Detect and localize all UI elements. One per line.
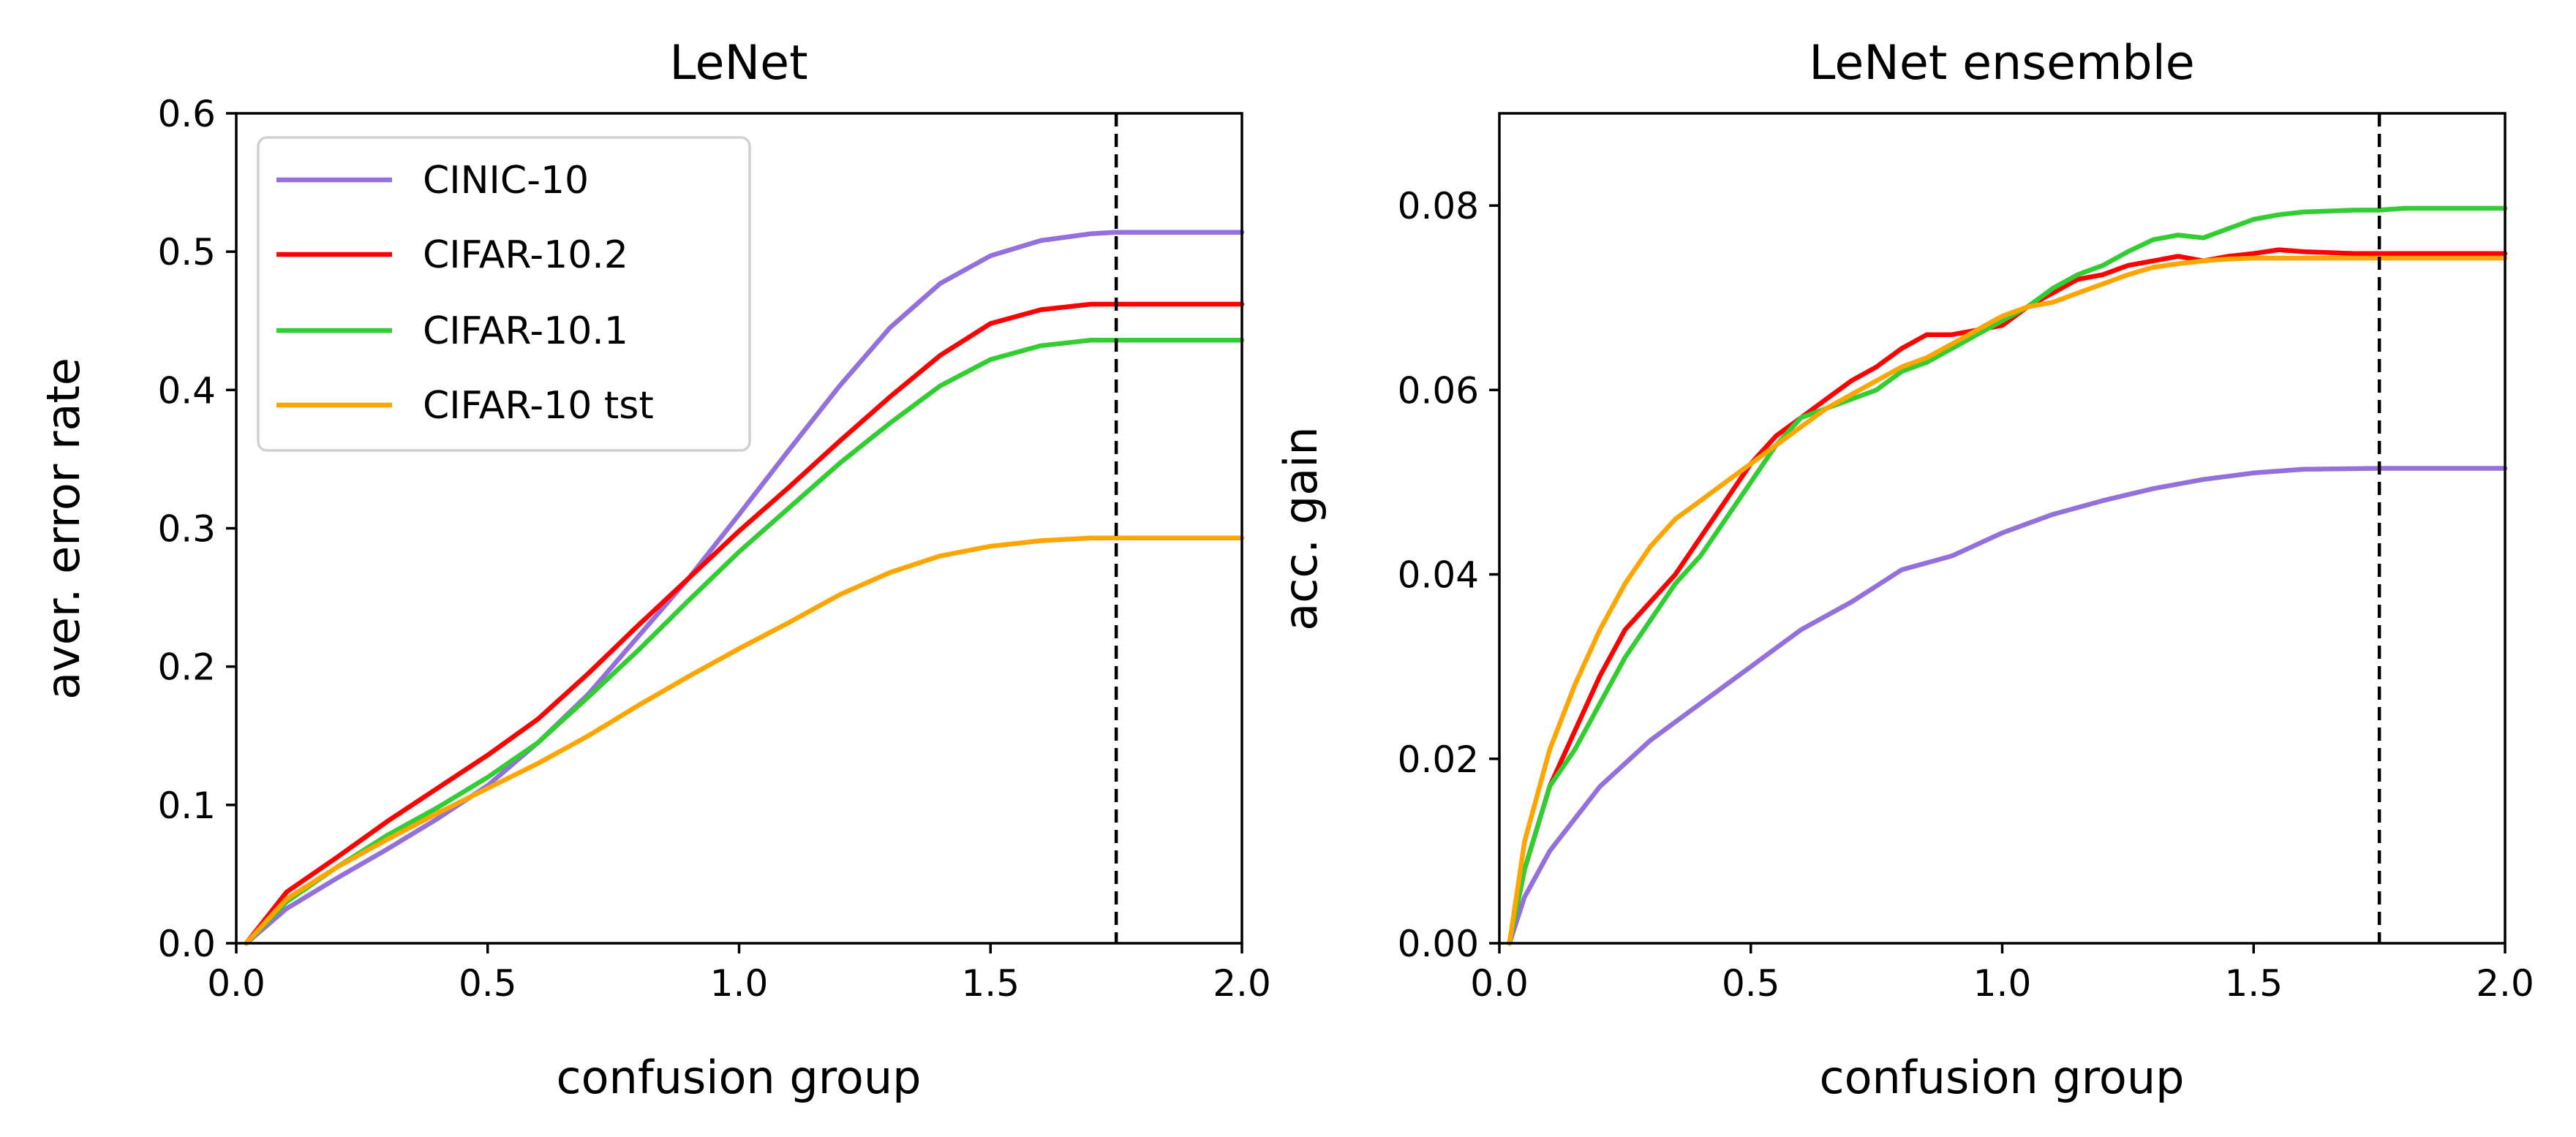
legend-entry-cinic-10: CINIC-10 — [276, 159, 589, 203]
legend-box — [257, 136, 751, 452]
legend: CINIC-10 CIFAR-10.2 CIFAR-10.1 CIFAR-10 … — [257, 136, 751, 452]
legend-entry-cifar-10-2: CIFAR-10.2 — [276, 233, 628, 277]
y-tick-label: 0.4 — [157, 369, 216, 412]
y-axis-label: aver. error rate — [37, 358, 90, 700]
series-line-cifar-10-tst — [1507, 255, 2508, 946]
legend-label: CINIC-10 — [423, 159, 589, 203]
plot-area-frame — [1498, 112, 2507, 945]
y-tick-label: 0.6 — [157, 93, 216, 135]
series-line-cifar-10-1 — [244, 337, 1245, 946]
plot-area-frame — [235, 112, 1243, 945]
y-axis-label: acc. gain — [1274, 426, 1327, 630]
y-tick-label: 0.02 — [1398, 739, 1479, 781]
series-line-cifar-10-2 — [1507, 247, 2508, 946]
y-tick-label: 0.3 — [157, 508, 216, 551]
axis-ticks: 0.0 0.5 1.0 1.5 2.0 0.0 0.1 0.2 0.3 0.4 0.5 0.6 — [157, 93, 1270, 1005]
y-tick-label: 0.04 — [1398, 554, 1479, 597]
chart-lenet-ensemble: LeNet ensemble confusion group acc. gain… — [1274, 36, 2534, 1104]
series-line-cinic-10 — [244, 230, 1245, 946]
x-tick-label: 0.0 — [1470, 962, 1529, 1005]
series-line-cifar-10-2 — [244, 301, 1245, 946]
y-tick-label: 0.5 — [157, 231, 216, 273]
series-line-cinic-10 — [1507, 466, 2508, 946]
legend-label: CIFAR-10.2 — [423, 233, 628, 277]
x-tick-label: 0.0 — [207, 962, 265, 1005]
x-tick-label: 1.5 — [961, 962, 1020, 1005]
y-tick-label: 0.1 — [157, 785, 216, 827]
legend-entry-cifar-10-1: CIFAR-10.1 — [276, 309, 628, 353]
y-tick-label: 0.00 — [1398, 923, 1479, 965]
plot-lines — [244, 230, 1245, 946]
x-tick-label: 0.5 — [1722, 962, 1780, 1005]
legend-entry-cifar-10-tst: CIFAR-10 tst — [276, 384, 654, 428]
chart-lenet: LeNet confusion group aver. error rate 0… — [37, 36, 1271, 1104]
x-tick-label: 2.0 — [2476, 962, 2534, 1005]
plot-lines — [1507, 205, 2508, 946]
chart-title: LeNet — [669, 36, 807, 91]
legend-label: CIFAR-10 tst — [423, 384, 654, 428]
y-tick-label: 0.06 — [1398, 369, 1479, 412]
legend-label: CIFAR-10.1 — [423, 309, 628, 353]
y-tick-label: 0.2 — [157, 646, 216, 689]
chart-title: LeNet ensemble — [1809, 36, 2195, 91]
y-tick-label: 0.0 — [157, 923, 216, 965]
y-tick-label: 0.08 — [1398, 185, 1479, 227]
x-axis-label: confusion group — [557, 1051, 922, 1104]
axis-ticks: 0.0 0.5 1.0 1.5 2.0 0.00 0.02 0.04 0.06 0.08 — [1398, 185, 2534, 1005]
series-line-cifar-10-tst — [244, 535, 1245, 946]
x-tick-label: 1.5 — [2224, 962, 2283, 1005]
x-tick-label: 0.5 — [459, 962, 517, 1005]
series-line-cifar-10-1 — [1507, 205, 2508, 946]
x-axis-label: confusion group — [1820, 1051, 2185, 1104]
x-tick-label: 2.0 — [1213, 962, 1271, 1005]
x-tick-label: 1.0 — [1973, 962, 2032, 1005]
x-tick-label: 1.0 — [710, 962, 769, 1005]
